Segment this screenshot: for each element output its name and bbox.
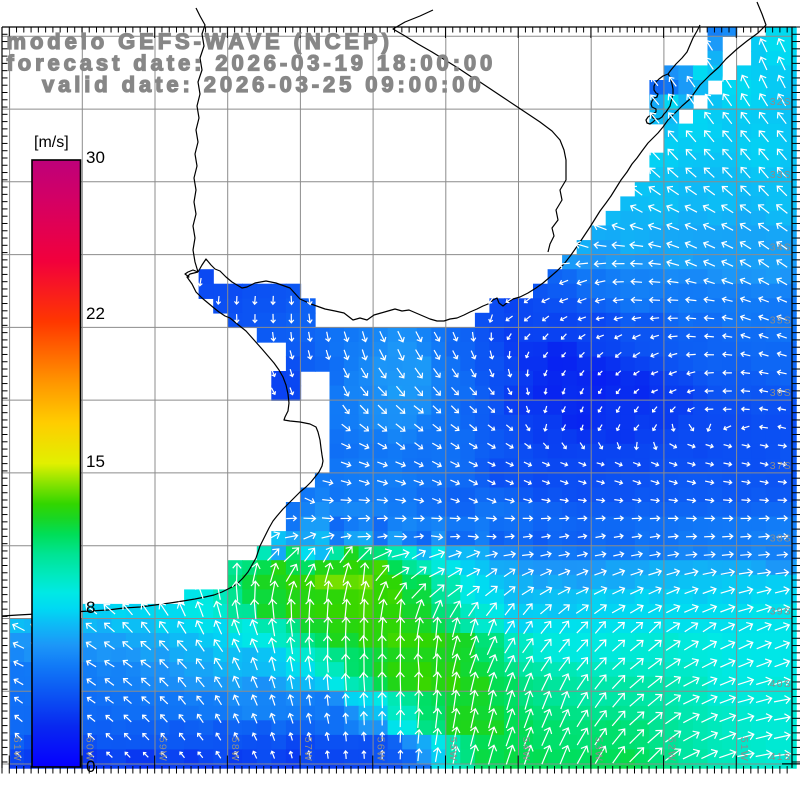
svg-text:51W: 51W xyxy=(738,737,750,762)
svg-text:15: 15 xyxy=(86,452,105,471)
svg-text:58W: 58W xyxy=(229,737,241,762)
svg-text:valid date: 2026-03-25 09:00:0: valid date: 2026-03-25 09:00:00 xyxy=(42,72,485,97)
svg-text:8: 8 xyxy=(86,598,95,617)
svg-text:35S: 35S xyxy=(770,314,792,326)
svg-text:52W: 52W xyxy=(665,737,677,762)
svg-text:37S: 37S xyxy=(770,460,792,472)
svg-text:22: 22 xyxy=(86,304,105,323)
svg-text:53W: 53W xyxy=(593,737,605,762)
svg-text:59W: 59W xyxy=(156,737,168,762)
svg-text:55W: 55W xyxy=(447,737,459,762)
svg-text:61W: 61W xyxy=(11,737,23,762)
svg-text:modelo GEFS-WAVE (NCEP): modelo GEFS-WAVE (NCEP) xyxy=(7,29,393,54)
svg-text:57W: 57W xyxy=(302,737,314,762)
svg-text:40S: 40S xyxy=(770,678,792,690)
svg-text:60W: 60W xyxy=(84,737,96,762)
svg-text:36S: 36S xyxy=(770,387,792,399)
svg-text:[m/s]: [m/s] xyxy=(34,134,69,151)
svg-text:54W: 54W xyxy=(520,737,532,762)
svg-text:34S: 34S xyxy=(770,242,792,254)
svg-text:38S: 38S xyxy=(770,533,792,545)
svg-text:forecast date: 2026-03-19 18:0: forecast date: 2026-03-19 18:00:00 xyxy=(7,51,497,76)
svg-text:30: 30 xyxy=(86,148,105,167)
svg-text:32S: 32S xyxy=(770,96,792,108)
svg-text:0: 0 xyxy=(86,757,95,776)
svg-text:39S: 39S xyxy=(770,606,792,618)
svg-text:41S: 41S xyxy=(770,751,792,763)
svg-text:33S: 33S xyxy=(770,169,792,181)
svg-text:56W: 56W xyxy=(375,737,387,762)
